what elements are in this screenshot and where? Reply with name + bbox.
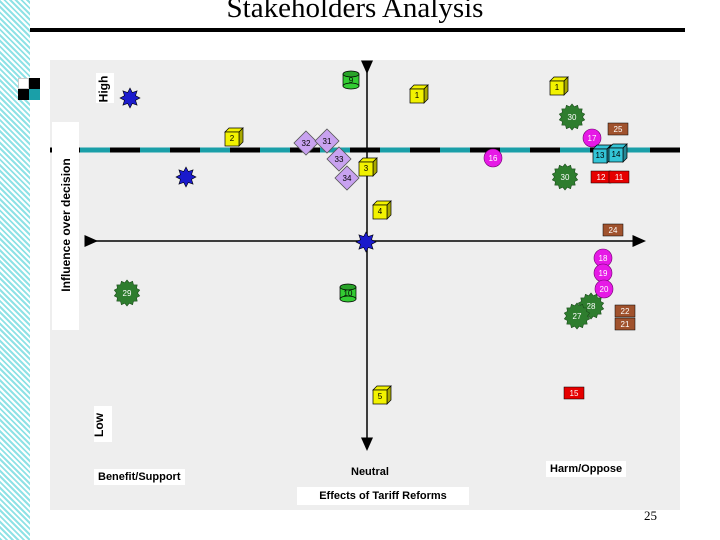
y-high-label: High <box>96 75 111 103</box>
marker-label: 11 <box>615 173 624 182</box>
slide-title: Stakeholders Analysis <box>226 0 484 24</box>
marker-label: 30 <box>568 113 577 122</box>
stakeholder-marker-cube: 13 <box>592 144 612 164</box>
marker-label: 15 <box>570 389 579 398</box>
marker-label: 10 <box>344 289 353 298</box>
stakeholder-marker-box: 15 <box>563 386 585 400</box>
stakeholder-marker-box: 11 <box>608 170 630 184</box>
stakeholder-marker-cube: 5 <box>372 385 392 405</box>
marker-label: 3 <box>364 164 369 173</box>
marker-label: 4 <box>378 207 383 216</box>
x-center-label: Neutral <box>345 464 395 480</box>
marker-label: 16 <box>489 154 498 163</box>
marker-label: 20 <box>600 285 609 294</box>
marker-label: 1 <box>555 83 560 92</box>
y-low-label-box: Low <box>92 406 112 442</box>
marker-label: 25 <box>614 125 623 134</box>
x-right-label: Harm/Oppose <box>546 461 627 477</box>
y-high-label-box: High <box>96 73 114 103</box>
marker-label: 19 <box>599 269 608 278</box>
marker-label: 13 <box>596 151 605 160</box>
marker-label: 5 <box>378 392 383 401</box>
marker-label: 30 <box>561 173 570 182</box>
stakeholder-marker-circle: 18 <box>593 248 613 268</box>
marker-label: 14 <box>612 150 621 159</box>
marker-label: 17 <box>588 134 597 143</box>
stakeholder-marker-circle: 17 <box>582 128 602 148</box>
y-low-label: Low <box>92 413 106 437</box>
stakeholder-marker-cylinder: 9 <box>342 70 360 90</box>
stakeholder-marker-cube: 14 <box>608 143 628 163</box>
stakeholder-marker-seal: 30 <box>558 103 586 131</box>
stakeholder-marker-box: 12 <box>590 170 612 184</box>
marker-label: 12 <box>597 173 606 182</box>
marker-label: 28 <box>587 302 596 311</box>
stakeholder-marker-box: 21 <box>614 317 636 331</box>
stakeholder-marker-box: 25 <box>607 122 629 136</box>
stakeholder-marker-circle: 16 <box>483 148 503 168</box>
title-underline <box>30 28 685 32</box>
stakeholder-marker-diamond: 31 <box>314 128 340 154</box>
stakeholder-marker-seal: 30 <box>551 163 579 191</box>
stakeholder-marker-circle: 20 <box>594 279 614 299</box>
marker-label: 27 <box>573 312 582 321</box>
marker-label: 2 <box>230 134 235 143</box>
x-axis-title: Effects of Tariff Reforms <box>297 487 469 505</box>
marker-label: 31 <box>323 137 332 146</box>
marker-label: 9 <box>349 76 354 85</box>
marker-label: 29 <box>123 289 132 298</box>
stakeholder-marker-box: 24 <box>602 223 624 237</box>
stakeholder-marker-cube: 4 <box>372 200 392 220</box>
page-number: 25 <box>644 508 657 523</box>
stakeholder-marker-cube: 2 <box>224 127 244 147</box>
stakeholder-marker-diamond: 34 <box>334 165 360 191</box>
stakeholder-marker-circle: 19 <box>593 263 613 283</box>
stakeholder-marker-box: 22 <box>614 304 636 318</box>
stakeholder-marker-seal: 27 <box>563 302 591 330</box>
blue-star-marker <box>355 231 377 253</box>
marker-label: 18 <box>599 254 608 263</box>
blue-star-marker <box>119 87 141 109</box>
y-axis-label: Influence over decision <box>59 158 73 292</box>
marker-label: 32 <box>302 139 311 148</box>
marker-label: 22 <box>621 307 630 316</box>
stakeholder-marker-diamond: 33 <box>326 146 352 172</box>
stakeholder-marker-cube: 1 <box>409 84 429 104</box>
stakeholder-marker-cylinder: 10 <box>339 283 357 303</box>
marker-label: 34 <box>343 174 352 183</box>
marker-label: 1 <box>415 91 420 100</box>
blue-star-marker <box>175 166 197 188</box>
stakeholder-marker-seal: 29 <box>113 279 141 307</box>
stakeholder-marker-cube: 1 <box>549 76 569 96</box>
marker-label: 24 <box>609 226 618 235</box>
y-axis-label-box: Influence over decision <box>52 122 79 330</box>
marker-label: 33 <box>335 155 344 164</box>
x-left-label: Benefit/Support <box>94 469 185 485</box>
marker-label: 21 <box>621 320 630 329</box>
stakeholder-marker-diamond: 32 <box>293 130 319 156</box>
stakeholder-marker-cube: 3 <box>358 157 378 177</box>
